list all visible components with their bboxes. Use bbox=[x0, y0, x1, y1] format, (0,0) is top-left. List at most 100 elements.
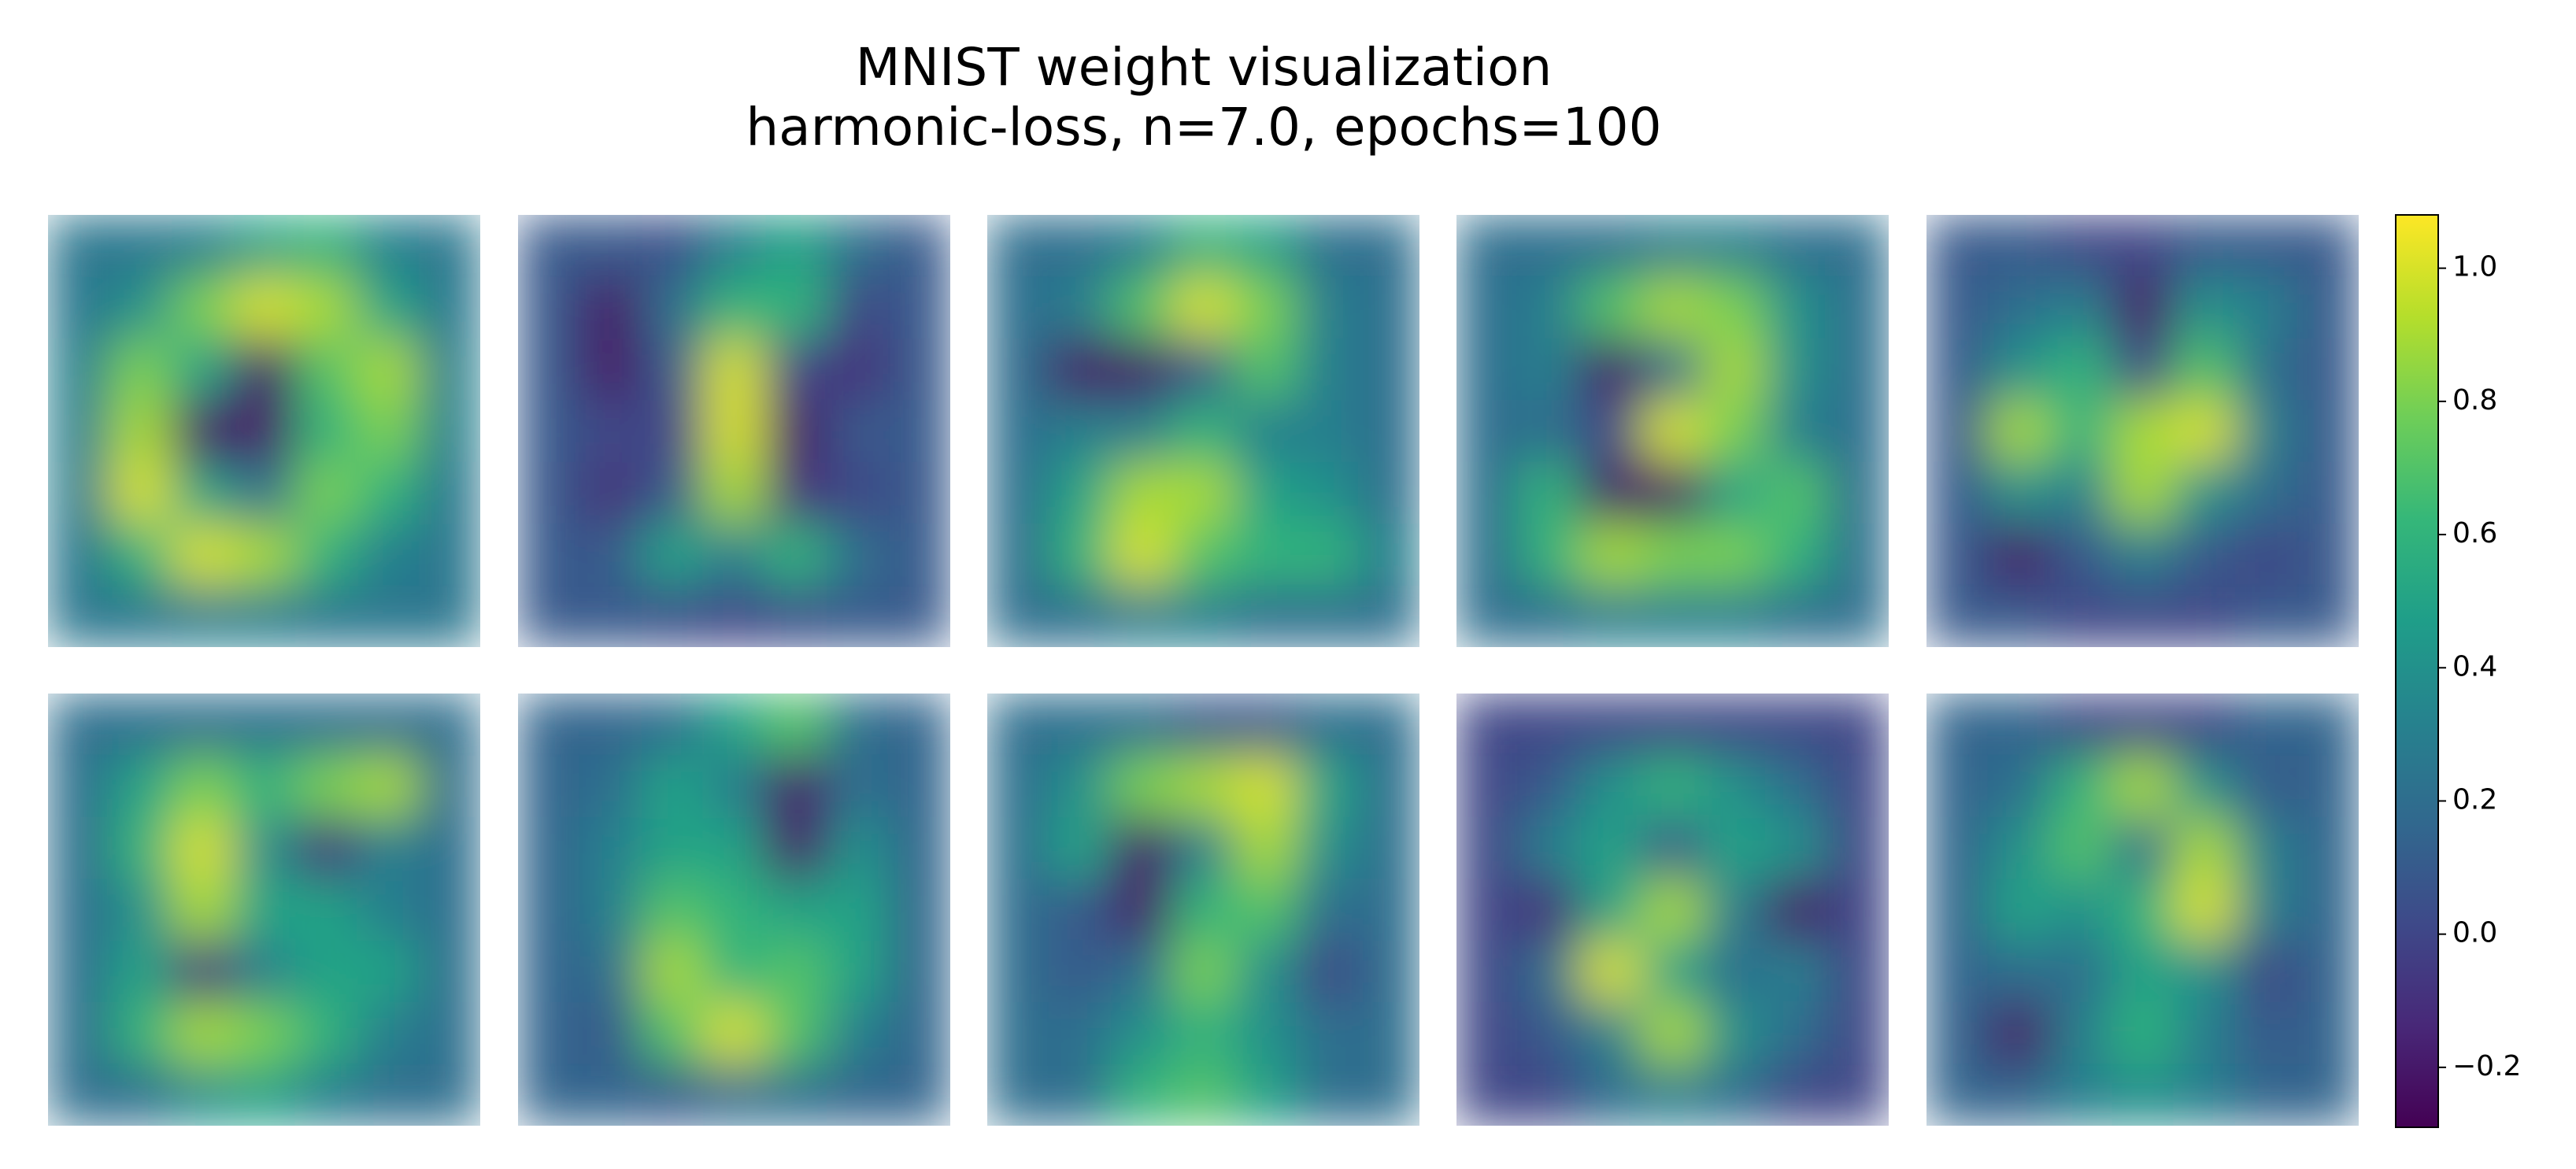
heatmap-cell bbox=[1049, 523, 1112, 586]
heatmap-cell bbox=[1518, 276, 1581, 339]
heatmap-cell bbox=[641, 1064, 704, 1126]
heatmap-cells bbox=[987, 694, 1419, 1126]
heatmap-cell bbox=[2173, 755, 2236, 818]
heatmap-cell bbox=[418, 816, 480, 879]
heatmap-cell bbox=[987, 755, 1049, 818]
heatmap-cell bbox=[1641, 816, 1704, 879]
heatmap-cell bbox=[1296, 816, 1359, 879]
heatmap-cell bbox=[888, 1002, 950, 1065]
heatmap-cell bbox=[48, 940, 110, 1003]
heatmap-cell bbox=[518, 879, 580, 941]
panel bbox=[1456, 215, 1889, 647]
heatmap-cell bbox=[1049, 816, 1112, 879]
heatmap-cell bbox=[233, 523, 296, 586]
heatmap-cell bbox=[1926, 816, 1989, 879]
panel bbox=[48, 694, 480, 1126]
heatmap-cell bbox=[888, 879, 950, 941]
heatmap-cell bbox=[1926, 694, 1989, 756]
heatmap-cell bbox=[827, 879, 890, 941]
heatmap-cell bbox=[703, 816, 766, 879]
heatmap-cell bbox=[764, 940, 827, 1003]
heatmap-cell bbox=[888, 215, 950, 277]
heatmap-cell bbox=[1926, 1064, 1989, 1126]
colorbar-tick-label: 0.4 bbox=[2452, 650, 2497, 683]
heatmap-cell bbox=[357, 879, 420, 941]
heatmap-cell bbox=[294, 940, 357, 1003]
heatmap-cell bbox=[109, 879, 172, 941]
heatmap-cell bbox=[1110, 940, 1173, 1003]
heatmap-cell bbox=[1172, 755, 1235, 818]
heatmap-cell bbox=[1827, 879, 1889, 941]
heatmap-cell bbox=[1765, 1064, 1828, 1126]
heatmap-cell bbox=[2173, 585, 2236, 647]
heatmap-cell bbox=[2173, 816, 2236, 879]
heatmap-cell bbox=[1827, 585, 1889, 647]
heatmap-cell bbox=[1049, 400, 1112, 463]
heatmap-cell bbox=[418, 215, 480, 277]
heatmap-cell bbox=[641, 400, 704, 463]
heatmap-cell bbox=[2297, 585, 2359, 647]
heatmap-cell bbox=[2235, 879, 2298, 941]
heatmap-cell bbox=[357, 585, 420, 647]
colorbar bbox=[2395, 214, 2439, 1128]
heatmap-cell bbox=[171, 940, 234, 1003]
heatmap-cell bbox=[641, 879, 704, 941]
heatmap-cell bbox=[1988, 694, 2051, 756]
heatmap-cell bbox=[2173, 940, 2236, 1003]
heatmap-cell bbox=[1357, 1064, 1419, 1126]
heatmap-cell bbox=[1827, 1002, 1889, 1065]
heatmap-cell bbox=[2049, 816, 2112, 879]
heatmap-cell bbox=[1926, 215, 1989, 277]
heatmap-cell bbox=[1579, 276, 1642, 339]
heatmap-cell bbox=[1926, 400, 1989, 463]
heatmap-cell bbox=[1049, 215, 1112, 277]
heatmap-cell bbox=[987, 694, 1049, 756]
heatmap-cell bbox=[1518, 1002, 1581, 1065]
heatmap-cell bbox=[418, 1002, 480, 1065]
panel bbox=[1456, 694, 1889, 1126]
heatmap-cell bbox=[827, 755, 890, 818]
heatmap-cell bbox=[703, 461, 766, 524]
heatmap-cell bbox=[109, 276, 172, 339]
colorbar-tick-label: 0.2 bbox=[2452, 783, 2497, 816]
heatmap-cell bbox=[233, 276, 296, 339]
heatmap-cell bbox=[1765, 755, 1828, 818]
heatmap-cell bbox=[1172, 1002, 1235, 1065]
heatmap-cell bbox=[1234, 276, 1297, 339]
heatmap-cell bbox=[827, 400, 890, 463]
heatmap-cell bbox=[1172, 338, 1235, 401]
heatmap-cell bbox=[2173, 694, 2236, 756]
panel bbox=[987, 215, 1419, 647]
heatmap-cell bbox=[1110, 879, 1173, 941]
heatmap-cell bbox=[1518, 694, 1581, 756]
heatmap-cell bbox=[518, 523, 580, 586]
heatmap-cell bbox=[1110, 816, 1173, 879]
heatmap-cell bbox=[48, 694, 110, 756]
heatmap-cell bbox=[2173, 1064, 2236, 1126]
heatmap-cell bbox=[703, 585, 766, 647]
heatmap-cell bbox=[1234, 461, 1297, 524]
heatmap-cell bbox=[1579, 1064, 1642, 1126]
heatmap-cell bbox=[764, 694, 827, 756]
heatmap-cell bbox=[294, 1064, 357, 1126]
heatmap-cell bbox=[2235, 694, 2298, 756]
heatmap-cell bbox=[2235, 276, 2298, 339]
heatmap-cell bbox=[1765, 338, 1828, 401]
heatmap-cell bbox=[2112, 940, 2174, 1003]
heatmap-cell bbox=[1641, 585, 1704, 647]
heatmap-cell bbox=[171, 585, 234, 647]
heatmap-cell bbox=[1641, 755, 1704, 818]
heatmap-cell bbox=[48, 461, 110, 524]
heatmap-cell bbox=[357, 461, 420, 524]
heatmap-cell bbox=[1641, 523, 1704, 586]
heatmap-cell bbox=[1456, 585, 1519, 647]
heatmap-cell bbox=[233, 755, 296, 818]
heatmap-cell bbox=[294, 276, 357, 339]
heatmap-cell bbox=[357, 940, 420, 1003]
heatmap-cell bbox=[1049, 879, 1112, 941]
heatmap-cell bbox=[233, 1002, 296, 1065]
heatmap-cell bbox=[294, 585, 357, 647]
heatmap-cell bbox=[888, 1064, 950, 1126]
heatmap-cell bbox=[1579, 523, 1642, 586]
